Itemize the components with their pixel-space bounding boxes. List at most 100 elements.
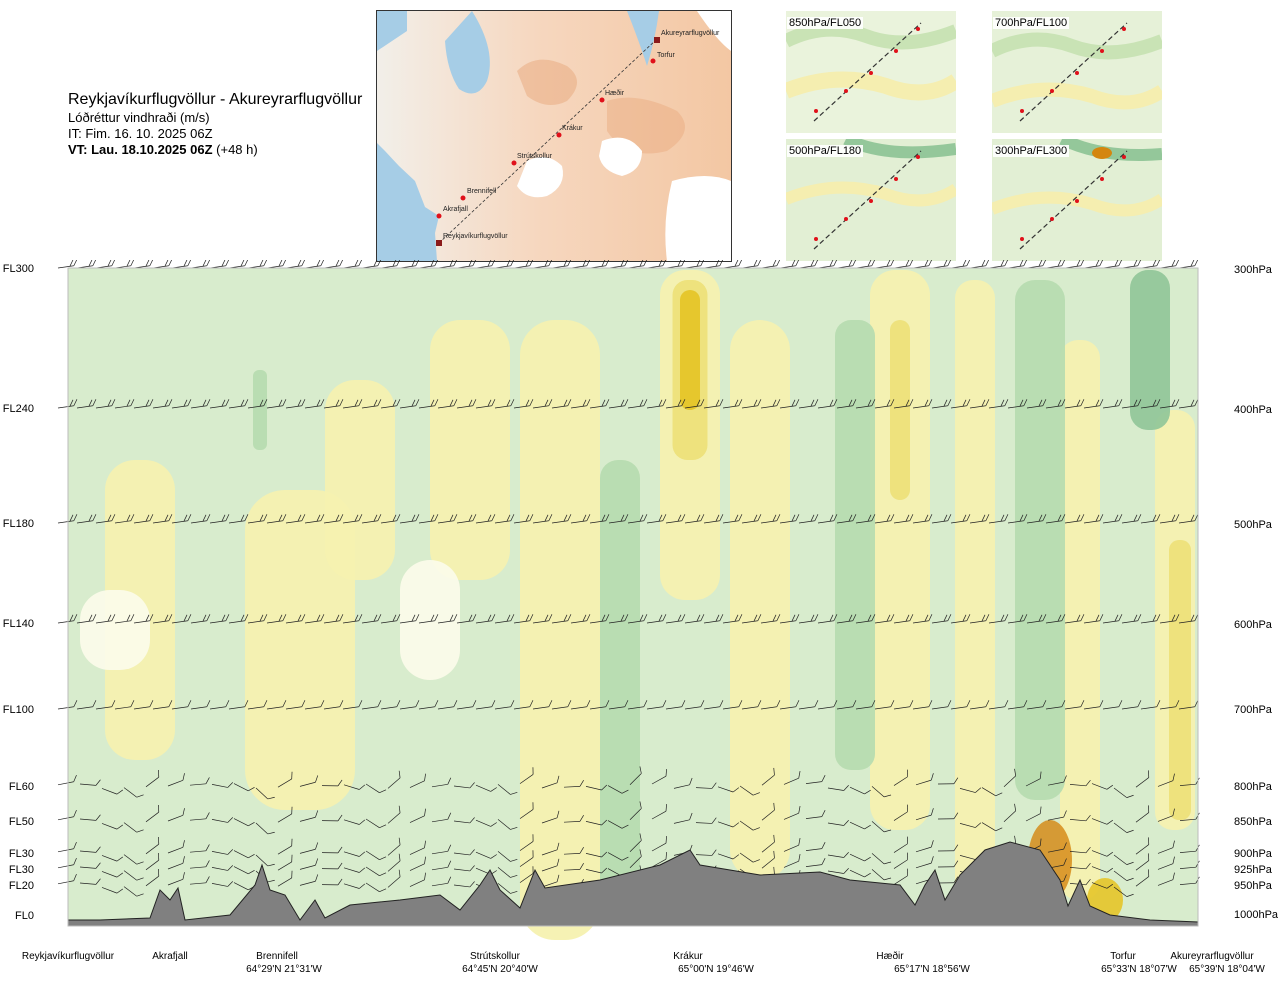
wind-barb-feather: [411, 259, 416, 267]
wind-barb-feather: [532, 850, 534, 858]
wind-barb: [855, 399, 876, 409]
wind-barb: [76, 259, 97, 269]
wind-barb-staff: [1026, 520, 1043, 524]
wind-barb-feather: [947, 259, 952, 266]
wind-barb-staff: [209, 405, 226, 409]
wind-barb: [79, 846, 101, 853]
wind-barb-feather: [315, 842, 319, 850]
wind-barb-feather: [776, 399, 781, 406]
wind-barb-staff: [456, 520, 473, 524]
wind-barb-feather: [1038, 399, 1043, 407]
wind-barb-feather: [126, 614, 131, 622]
wind-barb: [255, 822, 275, 835]
location-name: Torfur: [1110, 951, 1136, 962]
wind-barb-staff: [950, 520, 967, 524]
wind-barb-feather: [145, 614, 150, 622]
wind-barb: [665, 514, 686, 524]
wind-barb-feather: [567, 514, 572, 521]
wind-barb: [211, 817, 234, 823]
wind-barb-feather: [359, 784, 366, 790]
wind-barb-staff: [57, 620, 74, 624]
wind-barb-staff: [827, 870, 844, 874]
wind-barb-feather: [930, 808, 934, 816]
wind-barb: [211, 865, 234, 871]
wind-barb-staff: [494, 620, 511, 624]
wind-barb: [651, 852, 667, 868]
wind-barb-feather: [1118, 700, 1123, 707]
terrain-profile: [67, 841, 1199, 927]
wind-barb: [695, 817, 717, 824]
wind-barb: [456, 514, 477, 524]
wind-barb-feather: [335, 514, 340, 522]
wind-barb: [608, 700, 629, 710]
wind-barb-staff: [453, 852, 470, 856]
wind-barb-staff: [342, 405, 359, 409]
wind-barb-feather: [1190, 399, 1195, 407]
wind-barb-staff: [1064, 520, 1081, 524]
wind-barb-feather: [1023, 614, 1028, 621]
wind-barb: [760, 700, 781, 710]
wind-barb: [717, 853, 740, 860]
wind-barb: [321, 814, 343, 822]
wind-barb-feather: [183, 514, 188, 522]
wind-barb: [608, 399, 629, 409]
wind-barb: [79, 779, 101, 786]
wind-barb: [343, 883, 366, 889]
wind-barb-feather: [95, 878, 101, 885]
wind-barb: [988, 700, 1009, 710]
wind-barb-staff: [190, 620, 207, 624]
wind-barb: [431, 860, 452, 871]
issue-time: IT: Fim. 16. 10. 2025 06Z: [68, 126, 213, 141]
wind-barb: [912, 514, 933, 524]
wind-barb-staff: [1026, 706, 1043, 710]
wind-barb: [874, 514, 895, 524]
wind-barb-staff: [695, 854, 712, 856]
wind-barb-staff: [1007, 620, 1024, 624]
wind-barb-staff: [1178, 620, 1195, 624]
wind-barb: [931, 514, 952, 524]
wind-barb-feather: [227, 849, 234, 855]
wind-barb: [494, 259, 515, 269]
wind-barb-staff: [228, 620, 245, 624]
wind-barb-staff: [805, 816, 822, 819]
wind-barb-feather: [1190, 614, 1195, 622]
wind-barb-feather: [843, 867, 849, 874]
wind-barb: [1178, 514, 1199, 524]
wind-barb-feather: [621, 824, 629, 829]
wind-barb-feather: [909, 614, 914, 621]
wind-barb-feather: [700, 399, 705, 406]
wind-barb-feather: [221, 259, 226, 267]
wind-barb-feather: [244, 259, 249, 266]
wind-barb: [1113, 870, 1134, 881]
wind-barb: [874, 700, 895, 710]
wind-barb-feather: [532, 802, 534, 810]
wind-barb: [627, 614, 648, 624]
wind-barb-staff: [380, 620, 397, 624]
wind-barb-feather: [890, 614, 895, 621]
wind-barb-staff: [783, 860, 799, 868]
wind-barb-staff: [849, 853, 865, 862]
wind-barb-feather: [1004, 259, 1009, 266]
wind-barb: [563, 846, 584, 855]
wind-barb-staff: [189, 818, 206, 821]
wind-barb-feather: [864, 872, 871, 878]
wind-barb: [761, 834, 775, 853]
wind-barb-feather: [415, 259, 420, 266]
wind-barb-feather: [415, 514, 420, 521]
wind-barb-feather: [821, 810, 826, 817]
wind-barb: [57, 774, 77, 786]
wind-barb: [651, 836, 667, 852]
map-label-haedir: Hæðir: [605, 89, 625, 97]
wind-barb-staff: [761, 774, 775, 786]
wind-barb-staff: [1157, 780, 1174, 787]
wind-barb: [988, 399, 1009, 409]
wind-barb-staff: [285, 706, 302, 710]
fl-label: FL300: [2, 263, 34, 275]
wind-barb: [299, 874, 319, 886]
wind-barb-feather: [447, 860, 452, 868]
wind-barb: [418, 259, 439, 269]
wind-barb-feather: [510, 614, 515, 621]
wind-barb-feather: [962, 614, 967, 622]
wind-barb-staff: [277, 778, 292, 788]
wind-barb-staff: [684, 706, 701, 710]
